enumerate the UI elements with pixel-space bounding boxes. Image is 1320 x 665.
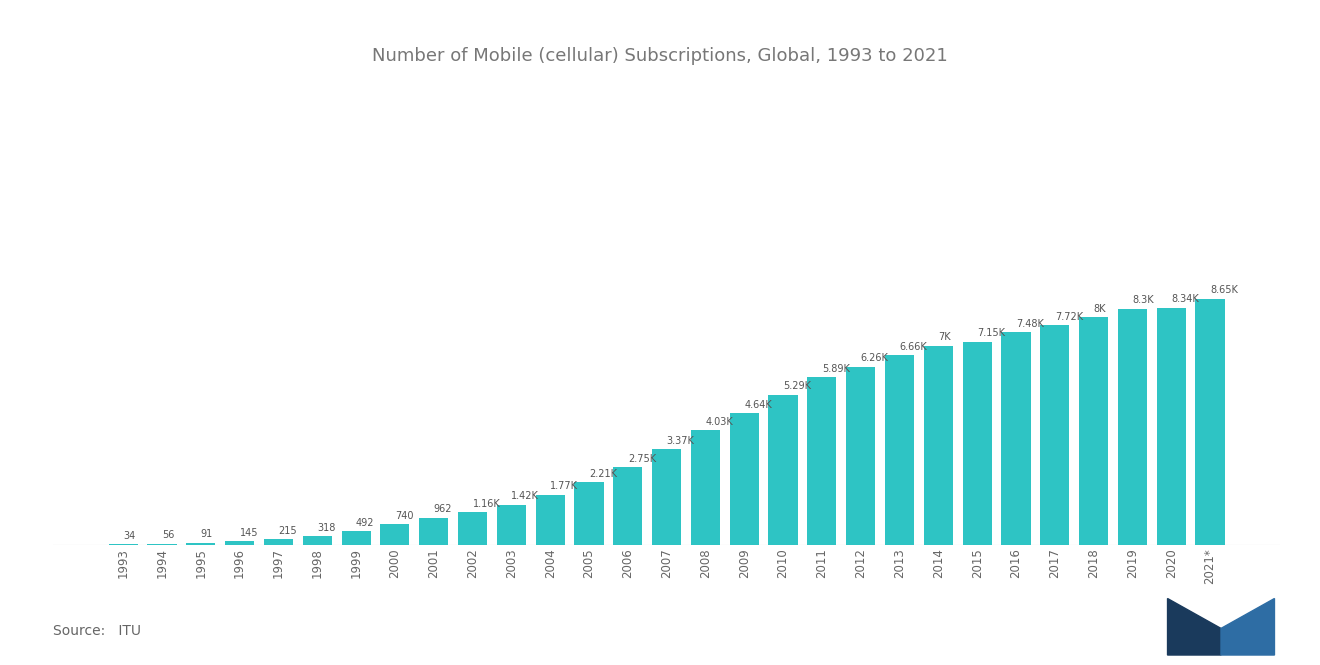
Text: 6.26K: 6.26K	[861, 354, 888, 364]
Bar	[1040, 325, 1069, 545]
Bar	[614, 467, 643, 545]
Bar	[1002, 332, 1031, 545]
Bar	[1156, 308, 1185, 545]
Bar	[148, 544, 177, 545]
Text: 740: 740	[395, 511, 413, 521]
Text: 962: 962	[434, 505, 453, 515]
Bar	[690, 430, 719, 545]
Bar	[574, 482, 603, 545]
Text: 2.75K: 2.75K	[628, 454, 656, 464]
Text: 318: 318	[317, 523, 335, 533]
Text: Number of Mobile (cellular) Subscriptions, Global, 1993 to 2021: Number of Mobile (cellular) Subscription…	[372, 47, 948, 65]
Text: 8K: 8K	[1093, 304, 1106, 314]
Bar	[924, 346, 953, 545]
Bar	[186, 543, 215, 545]
Bar	[730, 413, 759, 545]
Bar	[420, 518, 449, 545]
Text: 5.29K: 5.29K	[783, 381, 810, 391]
Text: 1.42K: 1.42K	[511, 491, 539, 501]
Bar	[496, 505, 525, 545]
Bar	[808, 378, 837, 545]
Text: 3.37K: 3.37K	[667, 436, 694, 446]
Text: 34: 34	[123, 531, 136, 541]
Text: 1.16K: 1.16K	[473, 499, 500, 509]
Text: 7K: 7K	[939, 332, 950, 342]
Bar	[264, 539, 293, 545]
Text: 91: 91	[201, 529, 213, 539]
Text: 6.66K: 6.66K	[899, 342, 927, 352]
Text: 4.64K: 4.64K	[744, 400, 772, 410]
Bar	[302, 536, 331, 545]
Text: 492: 492	[356, 518, 375, 528]
Text: 7.15K: 7.15K	[977, 328, 1005, 338]
Text: 8.65K: 8.65K	[1210, 285, 1238, 295]
Text: 8.3K: 8.3K	[1133, 295, 1154, 305]
Bar	[536, 495, 565, 545]
Polygon shape	[1167, 598, 1221, 655]
Bar	[1118, 309, 1147, 545]
Text: 5.89K: 5.89K	[822, 364, 850, 374]
Bar	[380, 524, 409, 545]
Bar	[342, 531, 371, 545]
Text: 7.48K: 7.48K	[1016, 319, 1044, 329]
Text: 7.72K: 7.72K	[1055, 312, 1082, 322]
Bar	[224, 541, 255, 545]
Text: 4.03K: 4.03K	[705, 417, 733, 427]
Text: 8.34K: 8.34K	[1171, 294, 1199, 304]
Text: 1.77K: 1.77K	[550, 481, 578, 491]
Text: 145: 145	[240, 528, 259, 538]
Bar	[458, 512, 487, 545]
Text: Source:   ITU: Source: ITU	[53, 624, 141, 638]
Polygon shape	[1221, 598, 1274, 655]
Bar	[768, 394, 797, 545]
Text: 56: 56	[162, 530, 174, 540]
Text: 215: 215	[279, 526, 297, 536]
Bar	[962, 342, 991, 545]
Bar	[1196, 299, 1225, 545]
Bar	[1078, 317, 1109, 545]
Bar	[846, 367, 875, 545]
Text: 2.21K: 2.21K	[589, 469, 616, 479]
Bar	[884, 356, 913, 545]
Bar	[652, 450, 681, 545]
